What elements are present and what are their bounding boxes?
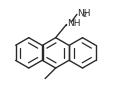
Text: NH: NH <box>67 19 80 28</box>
Text: NH: NH <box>77 9 91 18</box>
Text: 2: 2 <box>82 12 86 18</box>
